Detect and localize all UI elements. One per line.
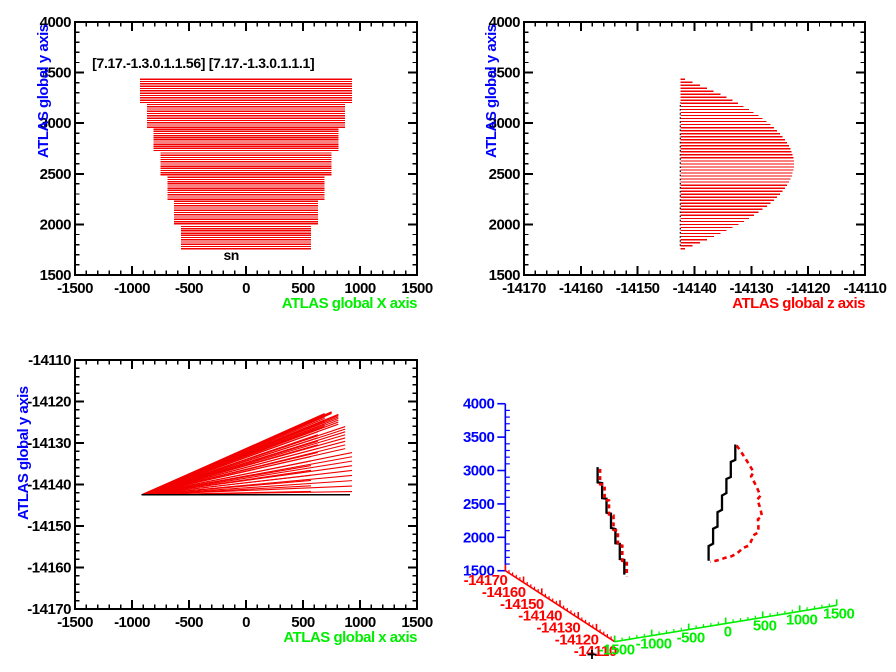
z3d-tick-label: -14130 [537, 620, 581, 637]
x-tick-label: -1000 [114, 614, 150, 631]
y-tick-label: 3000 [489, 115, 521, 132]
y3d-tick-label: 1500 [463, 563, 495, 580]
tube-layer-lines [139, 78, 353, 250]
y3d-tick-label: 2500 [463, 496, 495, 513]
tube-extent-lines [680, 78, 794, 250]
pad-top-left-xy-view[interactable]: -1500 -1000 -500 0 500 1000 1500 ATLAS global X… [0, 0, 448, 336]
pad-bottom-right-3d-view[interactable]: 1500 2000 2500 3000 3500 4000 -14170 -14160 -141… [448, 336, 896, 672]
y3d-tick-label: 3500 [463, 429, 495, 446]
y-tick-label: -14110 [28, 352, 71, 369]
y-tick-label: 3500 [489, 65, 521, 82]
z3d-tick-label: -14120 [555, 631, 599, 648]
x3d-tick-label: 1000 [786, 611, 818, 628]
x-axis-3d: -1500 -1000 -500 0 500 1000 1500 [599, 599, 855, 659]
x-tick-label: -1000 [114, 280, 150, 297]
x-tick-label: 0 [242, 614, 250, 631]
y-axis-title: ATLAS global y axis [483, 24, 500, 158]
tube-fan-lines [141, 411, 353, 496]
y-axis: -14170 -14160 -14150 -14140 -14130 -14120 -141… [15, 352, 417, 618]
y-tick-label: -14170 [27, 601, 71, 618]
pad-top-right-zy-view[interactable]: -14170 -14160 -14150 -14140 -14130 -14120 -141… [448, 0, 896, 336]
z3d-tick-label: -14140 [518, 608, 562, 625]
x-axis-title: ATLAS global z axis [732, 295, 865, 312]
y-tick-label: 4000 [40, 14, 72, 31]
y-tick-label: 2500 [489, 166, 521, 183]
x3d-tick-label: -1000 [636, 636, 672, 653]
y-tick-label: 1500 [489, 267, 521, 284]
x-tick-label: -14110 [844, 280, 887, 297]
y-tick-label: -14130 [27, 435, 71, 452]
three-d-view-plot: 150020002500300035004000-14170-14160-141… [463, 396, 855, 660]
y-tick-label: 3500 [40, 65, 72, 82]
y-tick-label: -14160 [27, 560, 71, 577]
y3d-tick-label: 4000 [463, 396, 495, 413]
x-tick-label: -500 [175, 280, 203, 297]
x-axis-title: ATLAS global x axis [283, 629, 417, 646]
x-tick-label: 1000 [344, 280, 376, 297]
x-tick-label: -14160 [559, 280, 603, 297]
z3d-tick-label: -14170 [464, 572, 508, 589]
x3d-tick-label: 0 [724, 624, 732, 641]
x-tick-label: -1500 [57, 614, 93, 631]
z3d-tick-label: -14160 [482, 584, 526, 601]
x3d-tick-label: -500 [677, 630, 705, 647]
x-tick-label: -14150 [616, 280, 660, 297]
sn-label: sn [224, 247, 239, 263]
x3d-tick-label: 500 [753, 617, 777, 634]
x-tick-label: -14130 [729, 280, 773, 297]
x-tick-label: 1500 [401, 280, 433, 297]
x-tick-label: 0 [242, 280, 250, 297]
x-tick-label: -1500 [57, 280, 93, 297]
origin-plus-marker [587, 650, 597, 659]
x-tick-label: -14170 [502, 280, 546, 297]
x-axis: -14170 -14160 -14150 -14140 -14130 -14120 -141… [502, 22, 887, 312]
x-axis-title: ATLAS global X axis [282, 295, 417, 312]
y-tick-label: 2500 [40, 166, 72, 183]
y-tick-label: -14140 [27, 477, 71, 494]
y-tick-label: 2000 [40, 216, 72, 233]
x-tick-label: -14120 [786, 280, 830, 297]
y-axis-title: ATLAS global y axis [15, 386, 32, 520]
y-tick-label: 2000 [489, 216, 521, 233]
y3d-tick-label: 3000 [463, 463, 495, 480]
pad-bottom-left-xz-view[interactable]: -1500 -1000 -500 0 500 1000 1500 ATLAS global x… [0, 336, 448, 672]
zy-view-plot: -14170 -14160 -14150 -14140 -14130 -14120 -141… [483, 14, 887, 312]
x-tick-label: 500 [291, 280, 315, 297]
x3d-tick-label: -1500 [599, 642, 635, 659]
y-axis-title: ATLAS global y axis [35, 24, 52, 158]
y-tick-label: 3000 [40, 115, 72, 132]
x3d-tick-label: 1500 [823, 605, 855, 622]
x-tick-label: 500 [291, 614, 315, 631]
x-tick-label: -14140 [673, 280, 717, 297]
y-tick-label: 1500 [40, 267, 72, 284]
y-tick-label: -14150 [27, 518, 71, 535]
x-tick-label: 1000 [344, 614, 376, 631]
x-tick-label: 1500 [401, 614, 433, 631]
volume-id-annotation: [7.17.-1.3.0.1.1.56] [7.17.-1.3.0.1.1.1] [92, 55, 314, 71]
z3d-tick-label: -14110 [574, 643, 617, 660]
z3d-tick-label: -14150 [500, 596, 544, 613]
axes-frame: -14170 -14160 -14150 -14140 -14130 -14120 -141… [483, 14, 887, 312]
y-tick-label: -14120 [27, 394, 71, 411]
y-axis-3d: 1500 2000 2500 3000 3500 4000 [463, 396, 510, 580]
z-axis-3d: -14170-14160-14150-14140-14130-14120-141… [464, 564, 617, 660]
y3d-tick-label: 2000 [463, 529, 495, 546]
x-tick-label: -500 [175, 614, 203, 631]
y-tick-label: 4000 [489, 14, 521, 31]
chamber-edges-3d [596, 444, 764, 577]
